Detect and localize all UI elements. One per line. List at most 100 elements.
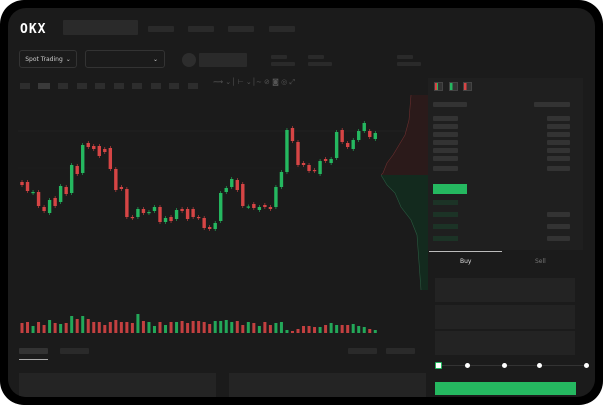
- bid-row[interactable]: [433, 224, 458, 229]
- candle: [114, 169, 118, 190]
- search-input[interactable]: [63, 20, 138, 35]
- candle: [252, 204, 256, 208]
- candle: [119, 187, 124, 189]
- bid-row[interactable]: [433, 200, 458, 205]
- nav-item[interactable]: [188, 26, 214, 32]
- tab-buy[interactable]: Buy: [460, 258, 472, 265]
- volume-bar: [130, 323, 134, 333]
- volume-bar: [290, 331, 294, 333]
- nav-item[interactable]: [148, 26, 174, 32]
- volume-bar: [279, 322, 283, 333]
- nav-item[interactable]: [228, 26, 254, 32]
- price-input[interactable]: [435, 278, 575, 302]
- ask-row[interactable]: [547, 140, 570, 145]
- ask-row[interactable]: [433, 124, 458, 129]
- volume-bar: [241, 325, 245, 333]
- candle: [362, 123, 366, 131]
- slider-handle[interactable]: [435, 362, 442, 369]
- volume-bar: [318, 327, 322, 333]
- ask-row[interactable]: [547, 132, 570, 137]
- ask-row[interactable]: [433, 166, 458, 171]
- ask-row[interactable]: [433, 148, 458, 153]
- volume-bar: [362, 327, 366, 333]
- pair-dropdown[interactable]: ⌄: [85, 50, 165, 68]
- ask-row[interactable]: [547, 124, 570, 129]
- ask-row[interactable]: [433, 132, 458, 137]
- leverage-slider-track[interactable]: [438, 365, 586, 366]
- candle: [180, 209, 184, 211]
- volume-bar: [307, 326, 311, 333]
- volume-bar: [219, 321, 223, 333]
- candle: [163, 218, 168, 222]
- orderbook-both-icon[interactable]: [434, 82, 443, 91]
- volume-bar: [169, 322, 173, 333]
- volume-bar: [351, 324, 355, 333]
- volume-bar: [114, 320, 118, 333]
- orderbook: [428, 78, 583, 250]
- orders-card: [19, 373, 216, 397]
- ask-row[interactable]: [433, 140, 458, 145]
- candlestick-chart[interactable]: [8, 93, 428, 343]
- candle: [323, 159, 328, 161]
- ask-row[interactable]: [547, 148, 570, 153]
- candle: [36, 192, 41, 206]
- ask-row[interactable]: [433, 156, 458, 161]
- candle: [268, 207, 273, 209]
- candle: [263, 205, 267, 207]
- orderbook-sell-icon[interactable]: [463, 82, 472, 91]
- candle: [20, 182, 24, 185]
- ask-row[interactable]: [547, 156, 570, 161]
- candle: [158, 207, 162, 222]
- buy-button[interactable]: [435, 382, 576, 395]
- ask-row[interactable]: [547, 166, 570, 171]
- volume-bar: [26, 322, 30, 333]
- buy-tab-underline: [429, 251, 502, 252]
- candle: [97, 146, 101, 156]
- candle: [312, 170, 317, 172]
- total-input[interactable]: [435, 331, 575, 355]
- volume-bar: [368, 329, 372, 333]
- nav-item[interactable]: [269, 26, 295, 32]
- volume-bar: [42, 325, 46, 333]
- bid-row[interactable]: [433, 212, 458, 217]
- candle: [141, 209, 146, 213]
- chart-tool-icons[interactable]: ⟿ ⌄│ ⊢ ⌄│∼ ⊘ ◙ ◎ ⤢: [213, 78, 296, 86]
- candle: [357, 131, 361, 140]
- candle: [290, 128, 295, 141]
- ask-row[interactable]: [547, 116, 570, 121]
- volume-bar: [230, 322, 234, 333]
- volume-bar: [285, 330, 289, 333]
- tab-open-orders[interactable]: [19, 348, 48, 354]
- orderbook-buy-icon[interactable]: [449, 82, 458, 91]
- candle: [334, 132, 339, 158]
- pair-price: [199, 53, 247, 67]
- volume-bar: [53, 323, 57, 333]
- candle: [241, 184, 245, 206]
- orders-card: [229, 373, 426, 397]
- candle: [47, 200, 52, 213]
- tab-order-history[interactable]: [60, 348, 89, 354]
- volume-bar: [357, 326, 361, 333]
- amount-input[interactable]: [435, 305, 575, 329]
- candle: [373, 133, 377, 139]
- candle: [279, 172, 284, 187]
- bid-row[interactable]: [433, 236, 458, 241]
- candle: [318, 161, 322, 174]
- chevron-down-icon: ⌄: [152, 55, 158, 63]
- market-type-dropdown[interactable]: Spot Trading ⌄: [19, 50, 77, 68]
- tab-sell[interactable]: Sell: [535, 258, 546, 265]
- candle: [58, 186, 63, 202]
- candle: [169, 217, 173, 221]
- volume-bar: [252, 323, 256, 333]
- candle: [108, 148, 113, 169]
- candle: [92, 146, 96, 149]
- volume-bar: [20, 323, 24, 333]
- volume-bar: [125, 322, 129, 333]
- volume-bar: [64, 323, 68, 333]
- volume-bar: [37, 322, 41, 333]
- candle: [207, 227, 212, 229]
- candle: [368, 131, 372, 137]
- candle: [196, 217, 201, 219]
- ask-row[interactable]: [433, 116, 458, 121]
